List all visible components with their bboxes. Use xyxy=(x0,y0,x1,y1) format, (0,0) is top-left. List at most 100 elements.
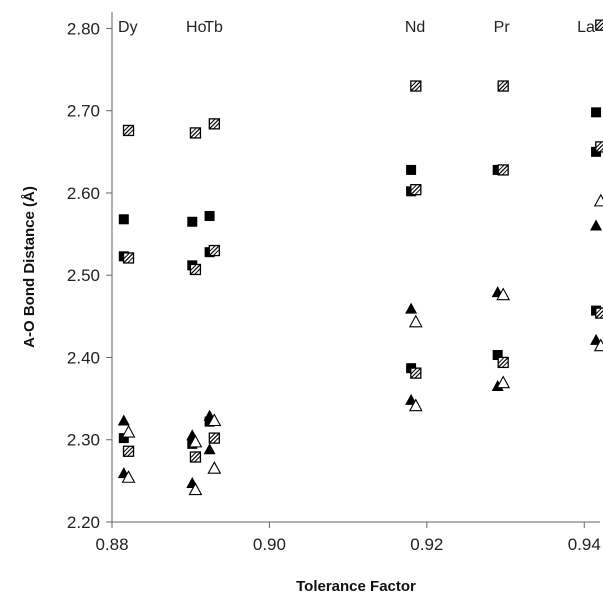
open-triangle-marker xyxy=(207,413,222,427)
hatched-square-marker xyxy=(189,263,202,276)
y-tick-label: 2.40 xyxy=(67,348,100,367)
open-triangle-marker xyxy=(188,482,203,496)
hatch-line xyxy=(410,184,418,192)
filled-square-marker xyxy=(118,433,129,444)
filled-square-marker xyxy=(204,416,215,427)
hatch-line xyxy=(208,118,220,130)
x-tick-label: 0.94 xyxy=(568,535,601,554)
hatch-line xyxy=(410,367,418,375)
hatch-line xyxy=(595,307,603,315)
hatch-line xyxy=(497,80,509,92)
hatched-square-marker xyxy=(410,367,422,379)
hatch-line xyxy=(208,245,220,256)
hatch-line xyxy=(501,84,509,92)
hatched-square-box xyxy=(595,141,603,153)
element-label-pr: Pr xyxy=(494,19,511,36)
hatched-square-marker xyxy=(595,19,603,31)
hatch-line xyxy=(410,80,422,92)
hatch-line xyxy=(410,367,422,379)
hatched-square-marker xyxy=(595,141,603,153)
axes xyxy=(111,12,600,523)
hatch-line xyxy=(127,256,134,264)
hatch-line xyxy=(410,80,418,88)
hatch-line xyxy=(190,127,197,135)
hatched-square-marker xyxy=(410,184,422,196)
hatch-line xyxy=(194,455,201,463)
hatch-line xyxy=(497,164,505,172)
hatched-square-marker xyxy=(122,445,135,457)
hatched-square-marker xyxy=(208,244,220,257)
hatched-square-marker xyxy=(497,356,509,369)
data-points xyxy=(117,19,603,496)
hatch-line xyxy=(123,125,134,136)
hatch-line xyxy=(497,164,509,176)
hatch-line xyxy=(190,451,201,463)
filled-triangle-marker xyxy=(117,414,130,426)
hatch-line xyxy=(212,249,220,256)
y-tick-label: 2.50 xyxy=(67,266,100,285)
hatch-line xyxy=(414,371,422,379)
hatch-line xyxy=(123,445,134,457)
hatch-line xyxy=(190,264,197,271)
hatch-line xyxy=(194,268,201,275)
filled-square-marker xyxy=(118,214,129,225)
hatched-square-marker xyxy=(497,164,509,176)
open-triangle-marker xyxy=(496,375,511,389)
tick-marks xyxy=(106,27,585,528)
y-tick-label: 2.80 xyxy=(67,19,100,38)
hatch-line xyxy=(497,356,509,368)
hatch-line xyxy=(501,361,509,368)
hatch-line xyxy=(127,129,134,136)
hatch-line xyxy=(190,451,197,459)
hatch-line xyxy=(410,184,422,196)
hatch-line xyxy=(595,19,603,27)
filled-square-marker xyxy=(406,164,417,175)
filled-square-marker xyxy=(187,216,198,227)
y-tick-label: 2.30 xyxy=(67,431,100,450)
hatch-line xyxy=(497,80,505,88)
filled-triangle-marker xyxy=(405,302,418,314)
hatch-line xyxy=(595,141,603,149)
filled-square-marker xyxy=(492,350,503,361)
hatched-square-marker xyxy=(189,451,202,463)
hatch-line xyxy=(208,432,216,440)
x-tick-label: 0.90 xyxy=(253,535,286,554)
hatch-line xyxy=(123,445,130,453)
hatched-square-marker xyxy=(122,252,135,264)
open-triangle-marker xyxy=(408,314,423,328)
element-label-la: La xyxy=(577,19,595,36)
hatch-line xyxy=(190,264,201,275)
hatch-line xyxy=(190,127,201,139)
tick-labels: 2.20 2.30 2.40 2.50 2.60 2.70 2.80 0.88 0.90 0.92… xyxy=(67,19,601,554)
x-tick-label: 0.92 xyxy=(410,535,443,554)
filled-square-marker xyxy=(591,107,602,118)
hatch-line xyxy=(595,143,603,153)
filled-square-marker xyxy=(204,211,215,221)
hatch-line xyxy=(497,357,505,364)
open-triangle-marker xyxy=(121,470,136,483)
open-triangle-marker xyxy=(408,398,423,412)
element-label-nd: Nd xyxy=(405,19,425,36)
hatched-square-marker xyxy=(410,80,422,92)
hatched-square-marker xyxy=(208,118,220,130)
hatch-line xyxy=(595,310,603,319)
hatch-line xyxy=(208,118,216,126)
hatch-line xyxy=(208,245,216,252)
filled-triangle-marker xyxy=(590,219,603,231)
hatch-line xyxy=(595,22,603,31)
hatched-square-box xyxy=(595,307,603,319)
y-tick-label: 2.70 xyxy=(67,102,100,121)
hatch-line xyxy=(208,432,220,444)
element-label-ho: Ho xyxy=(186,19,207,36)
hatch-line xyxy=(123,252,134,264)
open-triangle-marker xyxy=(207,461,222,474)
hatched-square-marker xyxy=(208,432,220,444)
hatch-line xyxy=(194,131,201,139)
x-axis-title: Tolerance Factor xyxy=(296,578,416,595)
x-tick-label: 0.88 xyxy=(95,535,128,554)
open-triangle-marker xyxy=(593,338,603,352)
hatch-line xyxy=(123,125,130,132)
y-tick-label: 2.60 xyxy=(67,184,100,203)
hatched-square-marker xyxy=(497,80,509,92)
